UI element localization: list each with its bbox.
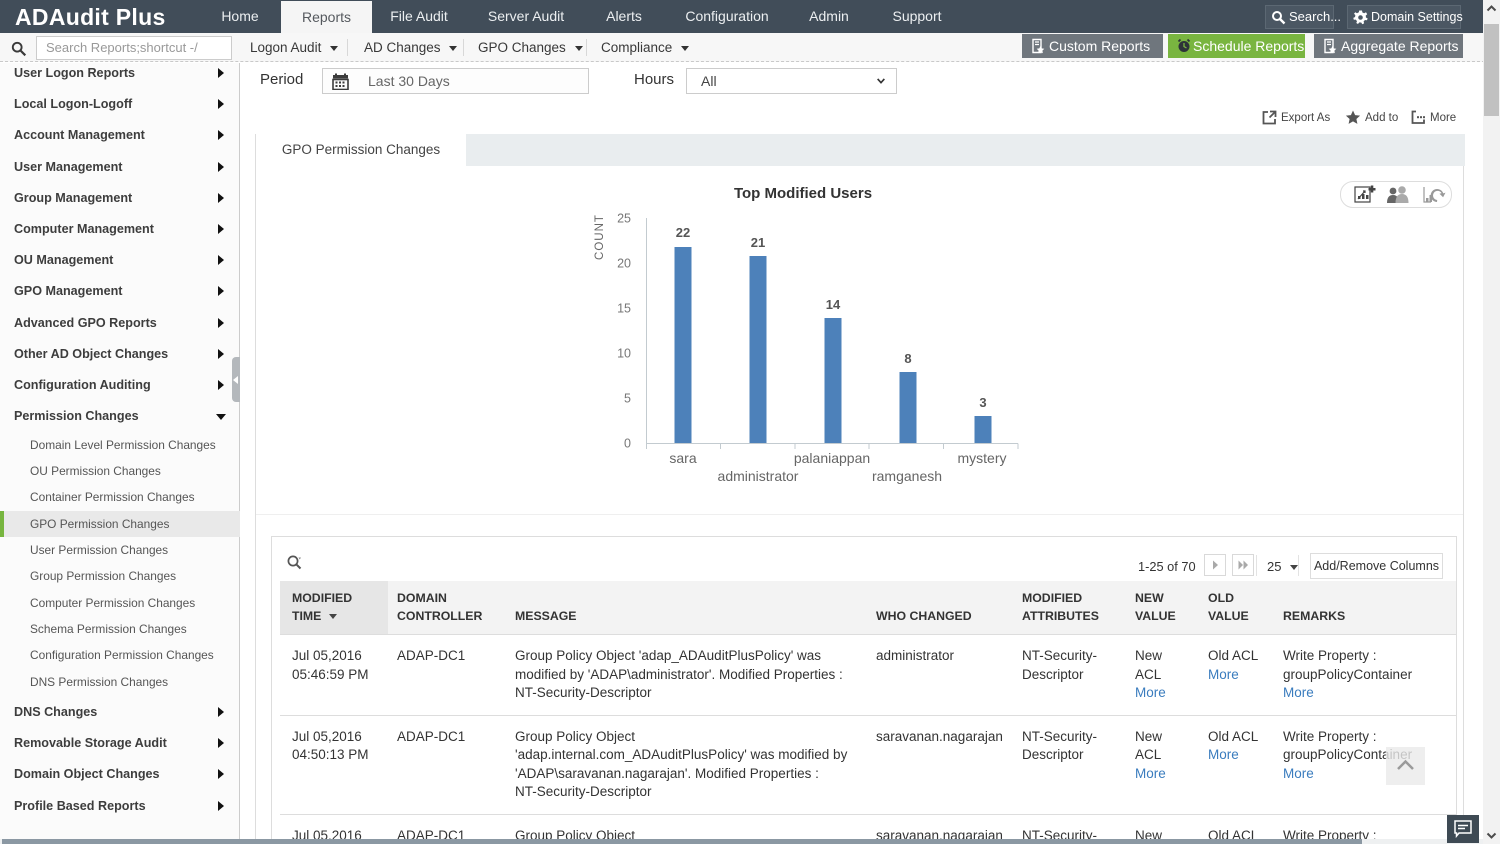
svg-text:administrator: administrator <box>718 468 799 484</box>
svg-text:25: 25 <box>617 212 631 226</box>
svg-text:10: 10 <box>617 347 631 361</box>
svg-text:sara: sara <box>669 450 696 466</box>
svg-text:20: 20 <box>617 257 631 271</box>
svg-text:3: 3 <box>979 395 986 410</box>
svg-text:COUNT: COUNT <box>594 214 606 260</box>
svg-text:15: 15 <box>617 302 631 316</box>
svg-text:0: 0 <box>624 437 631 451</box>
svg-text:mystery: mystery <box>958 450 1007 466</box>
svg-text:5: 5 <box>624 392 631 406</box>
svg-text:14: 14 <box>826 297 841 312</box>
svg-text:palaniappan: palaniappan <box>794 450 870 466</box>
svg-text:8: 8 <box>904 351 911 366</box>
svg-text:ramganesh: ramganesh <box>872 468 942 484</box>
svg-text:22: 22 <box>676 225 690 240</box>
svg-text:21: 21 <box>751 235 765 250</box>
